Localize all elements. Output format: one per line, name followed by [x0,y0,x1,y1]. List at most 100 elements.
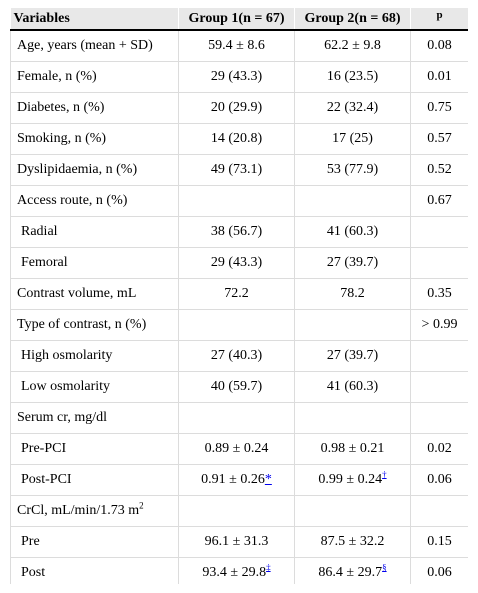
group-2-value: 27 (39.7) [294,247,411,279]
group-1-value: 27 (40.3) [178,340,295,372]
group-2-value: 22 (32.4) [294,92,411,124]
table-row: Radial 38 (56.7) 41 (60.3) [10,216,468,248]
group-2-value: 16 (23.5) [294,61,411,93]
baseline-characteristics-table-container: Variables Group 1(n = 67) Group 2(n = 68… [10,8,468,584]
group-2-value [294,402,411,434]
row-label: Diabetes, n (%) [10,92,179,124]
group-1-value: 93.4 ± 29.8 [202,565,267,580]
p-value: 0.67 [410,185,468,217]
baseline-characteristics-table: Variables Group 1(n = 67) Group 2(n = 68… [10,8,468,584]
group-1-value: 0.91 ± 0.26 [201,472,265,487]
row-label: Dyslipidaemia, n (%) [10,154,179,186]
row-label: Pre [10,526,179,558]
group-2-value: 86.4 ± 29.7 [318,565,383,580]
group-1-value: 40 (59.7) [178,371,295,403]
group-1-value-cell: 93.4 ± 29.8‡ [178,557,295,584]
group-1-value-cell: 0.91 ± 0.26* [178,464,295,496]
row-label-cell: CrCl, mL/min/1.73 m2 [10,495,179,527]
table-row: Serum cr, mg/dl [10,402,468,434]
group-2-value: 78.2 [294,278,411,310]
group-1-value: 14 (20.8) [178,123,295,155]
group-2-value: 0.99 ± 0.24 [318,472,383,487]
table-row: Dyslipidaemia, n (%) 49 (73.1) 53 (77.9)… [10,154,468,186]
group-2-value: 27 (39.7) [294,340,411,372]
table-row: Type of contrast, n (%) > 0.99 [10,309,468,341]
p-value: 0.02 [410,433,468,465]
p-value: 0.35 [410,278,468,310]
row-label: Post-PCI [10,464,179,496]
header-variables: Variables [10,8,179,31]
group-2-value: 41 (60.3) [294,371,411,403]
p-value [410,247,468,279]
p-value: 0.15 [410,526,468,558]
table-row: Femoral 29 (43.3) 27 (39.7) [10,247,468,279]
row-label: Low osmolarity [10,371,179,403]
table-row: Contrast volume, mL 72.2 78.2 0.35 [10,278,468,310]
group-1-value [178,495,295,527]
group-1-value: 38 (56.7) [178,216,295,248]
table-header-row: Variables Group 1(n = 67) Group 2(n = 68… [10,8,468,31]
header-group-1: Group 1(n = 67) [178,8,295,31]
row-label: Female, n (%) [10,61,179,93]
group-1-value: 0.89 ± 0.24 [178,433,295,465]
group-2-value [294,495,411,527]
footnote-link-double-dagger[interactable]: ‡ [266,562,271,573]
p-value [410,371,468,403]
header-group-2: Group 2(n = 68) [294,8,411,31]
group-2-value-cell: 86.4 ± 29.7§ [294,557,411,584]
row-label: Type of contrast, n (%) [10,309,179,341]
table-row: Access route, n (%) 0.67 [10,185,468,217]
row-label: Age, years (mean + SD) [10,30,179,62]
row-label: Smoking, n (%) [10,123,179,155]
group-1-value: 29 (43.3) [178,61,295,93]
group-2-value: 62.2 ± 9.8 [294,30,411,62]
row-label: Post [10,557,179,584]
p-value: 0.06 [410,557,468,584]
table-row: Pre 96.1 ± 31.3 87.5 ± 32.2 0.15 [10,526,468,558]
group-2-value: 41 (60.3) [294,216,411,248]
group-2-value: 53 (77.9) [294,154,411,186]
table-row: Post 93.4 ± 29.8‡ 86.4 ± 29.7§ 0.06 [10,557,468,584]
group-2-value [294,185,411,217]
p-value [410,495,468,527]
group-1-value [178,402,295,434]
p-value: 0.52 [410,154,468,186]
table-row: Female, n (%) 29 (43.3) 16 (23.5) 0.01 [10,61,468,93]
row-label: High osmolarity [10,340,179,372]
group-1-value: 49 (73.1) [178,154,295,186]
row-label: Pre-PCI [10,433,179,465]
row-label: CrCl, mL/min/1.73 m [17,503,140,518]
row-label: Radial [10,216,179,248]
table-row: Smoking, n (%) 14 (20.8) 17 (25) 0.57 [10,123,468,155]
group-1-value: 59.4 ± 8.6 [178,30,295,62]
footnote-link-dagger[interactable]: † [382,469,387,480]
group-1-value [178,185,295,217]
group-2-value: 87.5 ± 32.2 [294,526,411,558]
group-2-value-cell: 0.99 ± 0.24† [294,464,411,496]
p-value [410,340,468,372]
p-value [410,216,468,248]
header-p-value: p [410,8,468,31]
table-row: High osmolarity 27 (40.3) 27 (39.7) [10,340,468,372]
group-2-value [294,309,411,341]
p-value [410,402,468,434]
group-2-value: 0.98 ± 0.21 [294,433,411,465]
row-label: Contrast volume, mL [10,278,179,310]
group-1-value: 20 (29.9) [178,92,295,124]
group-1-value: 72.2 [178,278,295,310]
table-row: Post-PCI 0.91 ± 0.26* 0.99 ± 0.24† 0.06 [10,464,468,496]
group-1-value: 96.1 ± 31.3 [178,526,295,558]
row-label: Access route, n (%) [10,185,179,217]
group-2-value: 17 (25) [294,123,411,155]
row-label: Serum cr, mg/dl [10,402,179,434]
p-value: > 0.99 [410,309,468,341]
footnote-link-asterisk[interactable]: * [264,472,272,487]
footnote-link-section[interactable]: § [382,562,387,573]
p-value: 0.01 [410,61,468,93]
p-value: 0.75 [410,92,468,124]
p-value: 0.57 [410,123,468,155]
table-row: Diabetes, n (%) 20 (29.9) 22 (32.4) 0.75 [10,92,468,124]
table-row: Pre-PCI 0.89 ± 0.24 0.98 ± 0.21 0.02 [10,433,468,465]
table-row: CrCl, mL/min/1.73 m2 [10,495,468,527]
table-row: Age, years (mean + SD) 59.4 ± 8.6 62.2 ±… [10,30,468,62]
